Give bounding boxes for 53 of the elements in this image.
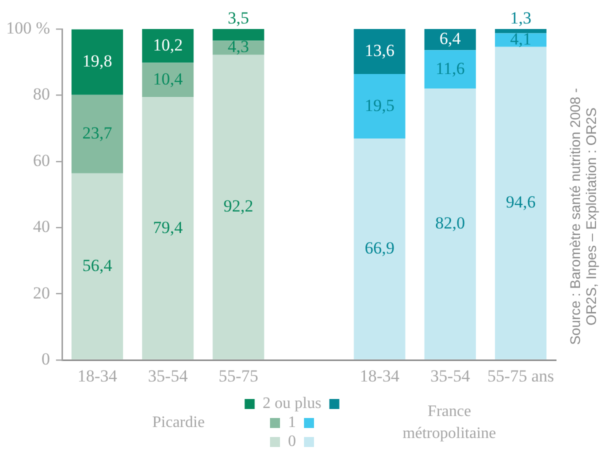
legend-label: 0 [288, 433, 296, 450]
bar [212, 40, 264, 55]
data-label: 1,3 [510, 8, 532, 28]
bar [72, 29, 124, 95]
data-label: 6,4 [440, 29, 462, 48]
data-label: 79,4 [152, 218, 184, 237]
y-tick-label: 0 [42, 349, 50, 368]
data-label: 94,6 [506, 192, 536, 212]
bar [424, 88, 476, 360]
y-tick-label: 100 % [6, 18, 50, 38]
data-label: 19,5 [364, 96, 394, 115]
x-tick-label: 18-34 [360, 366, 400, 386]
bar [142, 97, 194, 360]
bar [424, 50, 476, 89]
data-label: 66,9 [364, 238, 394, 258]
bar [354, 74, 406, 139]
data-label: 13,6 [364, 40, 394, 60]
source-note: Source : Baromètre santé nutrition 2008 - OR2S, Inpes – Exploitation : OR2S [566, 88, 599, 345]
y-tick-label: 20 [33, 283, 50, 302]
data-label: 4,1 [510, 30, 532, 49]
y-tick-label: 60 [33, 150, 50, 170]
y-tick-label: 40 [33, 217, 50, 236]
y-tick-label: 80 [33, 84, 50, 104]
bar [142, 62, 194, 98]
data-label: 23,7 [82, 124, 113, 143]
data-label: 10,2 [152, 35, 183, 54]
bar [494, 29, 546, 34]
x-tick-label: 35-54 [148, 366, 188, 386]
data-label: 82,0 [435, 213, 466, 232]
data-label: 3,5 [228, 8, 250, 28]
bar [142, 29, 194, 63]
data-label: 10,4 [152, 69, 184, 88]
legend-label: 2 ou plus [262, 395, 322, 412]
bar [72, 173, 124, 360]
data-label: 4,3 [228, 37, 250, 56]
x-tick-label: 55-75 [218, 366, 258, 386]
data-label: 92,2 [224, 196, 254, 216]
bar [212, 29, 264, 41]
bar [494, 46, 546, 360]
bar [72, 94, 124, 174]
bar [354, 138, 406, 360]
bar [424, 29, 476, 50]
x-tick-label: 35-54 [430, 366, 470, 386]
x-tick-label: 18-34 [77, 366, 118, 386]
data-label: 11,6 [436, 58, 465, 78]
bar [354, 29, 406, 74]
legend-label: 1 [288, 414, 296, 432]
data-label: 19,8 [82, 52, 112, 71]
text: France métropolitaine [402, 403, 496, 442]
x-tick-label: 55-75 ans [487, 366, 554, 386]
data-label: 56,4 [82, 256, 113, 275]
text: Picardie [152, 414, 205, 432]
bar [212, 54, 264, 360]
